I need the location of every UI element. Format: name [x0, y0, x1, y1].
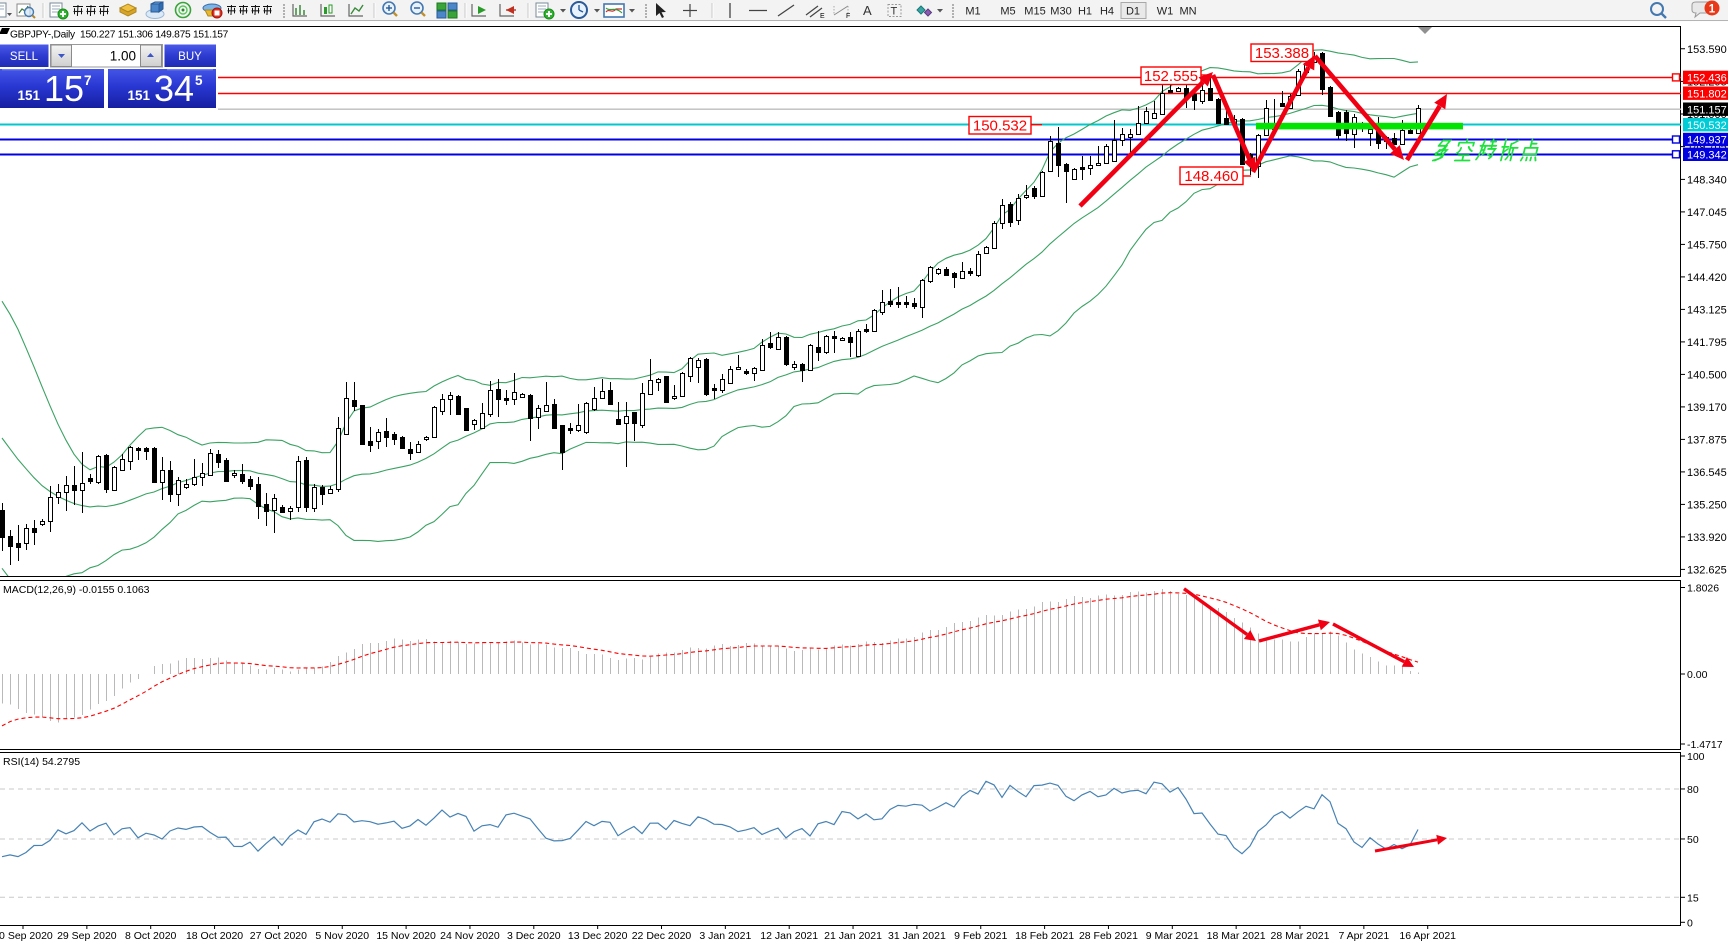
svg-text:31 Jan 2021: 31 Jan 2021 [888, 930, 946, 942]
svg-text:143.125: 143.125 [1687, 304, 1727, 316]
svg-text:139.170: 139.170 [1687, 402, 1727, 414]
svg-text:15: 15 [44, 68, 84, 109]
svg-text:9 Mar 2021: 9 Mar 2021 [1146, 930, 1199, 942]
svg-text:136.545: 136.545 [1687, 467, 1727, 479]
svg-text:141.795: 141.795 [1687, 337, 1727, 349]
svg-text:20 Sep 2020: 20 Sep 2020 [0, 930, 53, 942]
svg-text:16 Apr 2021: 16 Apr 2021 [1399, 930, 1456, 942]
svg-text:150.532: 150.532 [973, 117, 1027, 134]
svg-text:50: 50 [1687, 834, 1699, 846]
svg-text:MACD(12,26,9) -0.0155 0.1063: MACD(12,26,9) -0.0155 0.1063 [3, 584, 150, 596]
svg-text:153.388: 153.388 [1255, 45, 1309, 62]
svg-text:22 Dec 2020: 22 Dec 2020 [632, 930, 692, 942]
svg-text:80: 80 [1687, 784, 1699, 796]
svg-text:12 Jan 2021: 12 Jan 2021 [760, 930, 818, 942]
svg-text:RSI(14) 54.2795: RSI(14) 54.2795 [3, 756, 80, 768]
svg-text:149.937: 149.937 [1687, 135, 1727, 147]
svg-text:132.625: 132.625 [1687, 564, 1727, 576]
svg-text:148.340: 148.340 [1687, 174, 1727, 186]
svg-text:18 Oct 2020: 18 Oct 2020 [186, 930, 243, 942]
svg-text:E: E [820, 13, 825, 20]
svg-text:29 Sep 2020: 29 Sep 2020 [57, 930, 117, 942]
svg-text:151.802: 151.802 [1687, 88, 1727, 100]
svg-text:152.436: 152.436 [1687, 73, 1727, 85]
svg-text:GBPJPY-,Daily 150.227 151.306: GBPJPY-,Daily 150.227 151.306 149.875 15… [10, 30, 229, 41]
svg-text:151: 151 [127, 88, 150, 103]
svg-text:D1: D1 [1126, 6, 1140, 18]
svg-text:-1.4717: -1.4717 [1687, 739, 1723, 751]
svg-text:100: 100 [1687, 751, 1705, 763]
svg-text:M30: M30 [1050, 6, 1071, 18]
svg-text:151: 151 [17, 88, 40, 103]
svg-text:F: F [846, 13, 850, 20]
svg-text:H4: H4 [1100, 6, 1114, 18]
svg-text:18 Feb 2021: 18 Feb 2021 [1015, 930, 1074, 942]
svg-text:27 Oct 2020: 27 Oct 2020 [250, 930, 307, 942]
svg-text:152.555: 152.555 [1144, 68, 1198, 85]
svg-text:8 Oct 2020: 8 Oct 2020 [125, 930, 177, 942]
svg-text:148.460: 148.460 [1184, 168, 1238, 185]
svg-text:1.00: 1.00 [110, 49, 136, 64]
svg-text:28 Mar 2021: 28 Mar 2021 [1271, 930, 1330, 942]
svg-text:1: 1 [1709, 4, 1716, 16]
svg-text:153.590: 153.590 [1687, 44, 1727, 56]
svg-text:A: A [863, 3, 872, 18]
svg-text:15: 15 [1687, 892, 1699, 904]
svg-text:7 Apr 2021: 7 Apr 2021 [1338, 930, 1389, 942]
svg-text:M15: M15 [1024, 6, 1045, 18]
svg-text:149.342: 149.342 [1687, 150, 1727, 162]
svg-text:M5: M5 [1000, 6, 1015, 18]
svg-text:1.8026: 1.8026 [1687, 583, 1719, 595]
svg-text:5 Nov 2020: 5 Nov 2020 [315, 930, 369, 942]
svg-text:137.875: 137.875 [1687, 434, 1727, 446]
svg-text:9 Feb 2021: 9 Feb 2021 [954, 930, 1007, 942]
svg-text:BUY: BUY [178, 51, 202, 63]
svg-text:3 Dec 2020: 3 Dec 2020 [507, 930, 561, 942]
svg-text:3 Jan 2021: 3 Jan 2021 [699, 930, 751, 942]
svg-text:MN: MN [1179, 6, 1196, 18]
svg-text:5: 5 [195, 73, 203, 88]
svg-text:18 Mar 2021: 18 Mar 2021 [1207, 930, 1266, 942]
svg-text:21 Jan 2021: 21 Jan 2021 [824, 930, 882, 942]
svg-text:13 Dec 2020: 13 Dec 2020 [568, 930, 628, 942]
svg-text:135.250: 135.250 [1687, 499, 1727, 511]
svg-text:15 Nov 2020: 15 Nov 2020 [376, 930, 436, 942]
svg-text:151.157: 151.157 [1687, 104, 1727, 116]
svg-text:140.500: 140.500 [1687, 369, 1727, 381]
svg-text:24 Nov 2020: 24 Nov 2020 [440, 930, 500, 942]
svg-text:M1: M1 [965, 6, 980, 18]
svg-text:145.750: 145.750 [1687, 239, 1727, 251]
svg-text:34: 34 [154, 68, 194, 109]
svg-text:147.045: 147.045 [1687, 207, 1727, 219]
svg-text:0.00: 0.00 [1687, 669, 1708, 681]
svg-text:W1: W1 [1157, 6, 1174, 18]
svg-text:150.532: 150.532 [1687, 120, 1727, 132]
svg-text:T: T [891, 6, 898, 18]
svg-text:SELL: SELL [10, 51, 39, 63]
svg-text:0: 0 [1687, 917, 1693, 929]
svg-text:H1: H1 [1078, 6, 1092, 18]
svg-text:144.420: 144.420 [1687, 272, 1727, 284]
svg-text:7: 7 [84, 73, 92, 88]
svg-text:133.920: 133.920 [1687, 532, 1727, 544]
svg-text:28 Feb 2021: 28 Feb 2021 [1079, 930, 1138, 942]
